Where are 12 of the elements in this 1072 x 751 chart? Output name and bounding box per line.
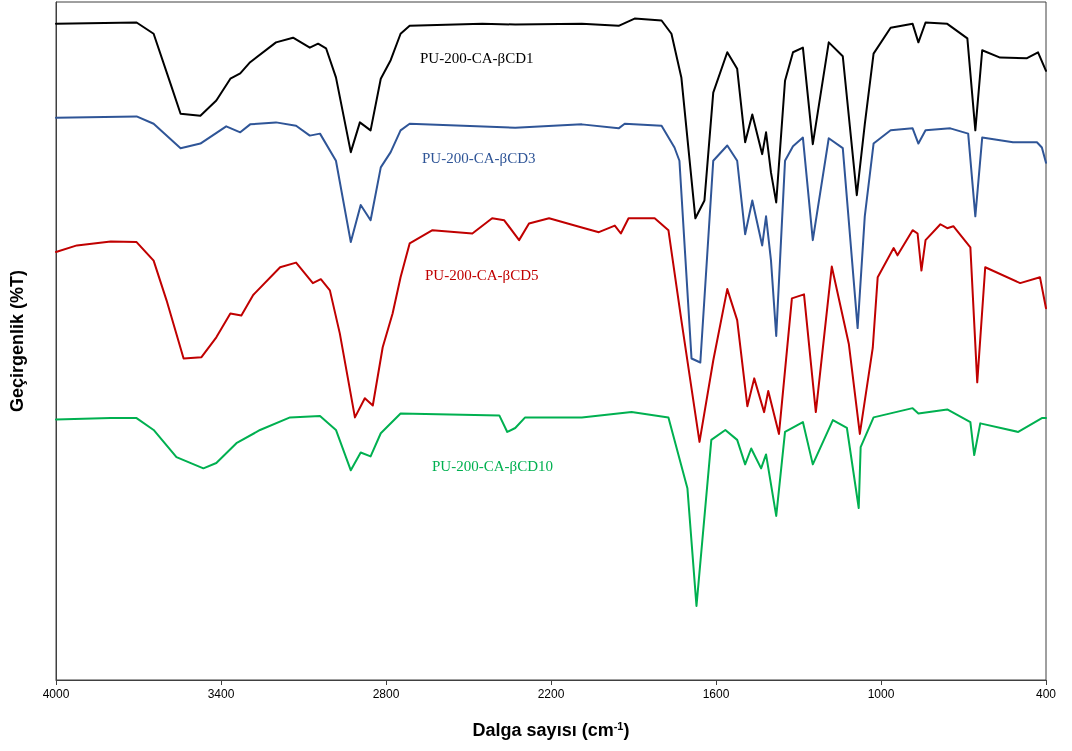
- x-tick-label: 2200: [537, 687, 565, 701]
- x-tick-label: 3400: [207, 687, 235, 701]
- x-tick-label: 1600: [702, 687, 730, 701]
- y-axis-title: Geçirgenlik (%T): [7, 269, 27, 413]
- x-tick-label: 2800: [372, 687, 400, 701]
- x-tick-label: 4000: [42, 687, 70, 701]
- series-label: PU-200-CA-βCD1: [420, 49, 534, 66]
- series-label: PU-200-CA-βCD3: [422, 149, 536, 166]
- x-tick-label: 1000: [867, 687, 895, 701]
- series-label: PU-200-CA-βCD5: [425, 266, 539, 283]
- x-tick-label: 400: [1035, 687, 1057, 701]
- text: PU-200-CA-βCD10: [432, 457, 553, 474]
